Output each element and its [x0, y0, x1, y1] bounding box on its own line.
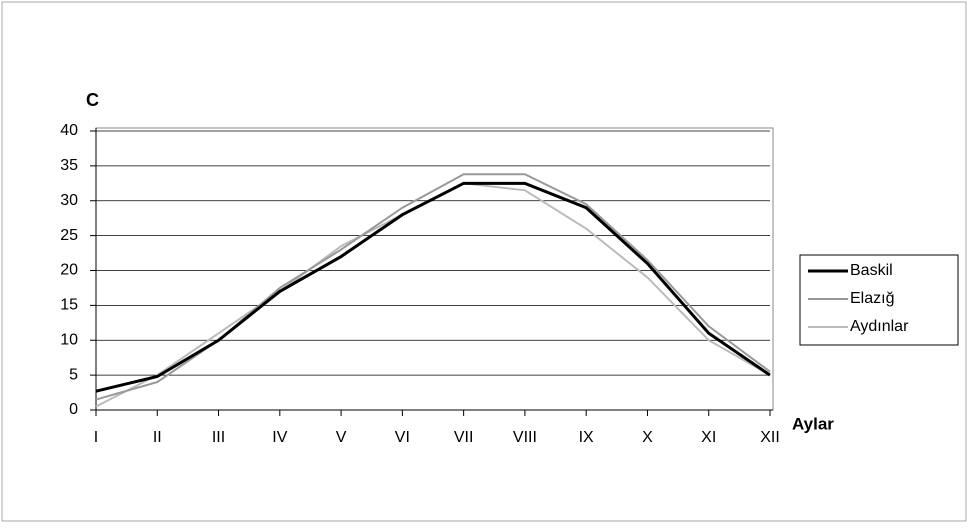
x-tick-label: X [642, 429, 653, 446]
y-tick-label: 35 [60, 157, 78, 174]
x-tick-label: II [153, 429, 162, 446]
y-tick-label: 10 [60, 331, 78, 348]
y-tick-label: 40 [60, 122, 78, 139]
x-tick-label: V [336, 429, 347, 446]
y-tick-label: 25 [60, 227, 78, 244]
y-tick-label: 30 [60, 192, 78, 209]
x-tick-label: IV [272, 429, 287, 446]
x-tick-label: XI [701, 429, 716, 446]
legend-label: Elazığ [850, 290, 894, 307]
y-tick-label: 20 [60, 262, 78, 279]
x-tick-label: III [212, 429, 225, 446]
y-tick-label: 0 [69, 401, 78, 418]
series-line [95, 181, 771, 393]
x-axis-label: Aylar [792, 414, 834, 433]
y-axis-label: C [86, 90, 99, 110]
legend-label: Aydınlar [850, 318, 909, 335]
x-tick-label: XII [760, 429, 780, 446]
y-tick-label: 5 [69, 366, 78, 383]
plot-area [95, 127, 774, 411]
x-tick-label: VII [454, 429, 474, 446]
x-tick-label: VI [395, 429, 410, 446]
x-tick-label: VIII [513, 429, 537, 446]
y-tick-label: 15 [60, 297, 78, 314]
x-tick-label: IX [579, 429, 594, 446]
legend-label: Baskil [850, 262, 893, 279]
x-tick-label: I [94, 429, 98, 446]
